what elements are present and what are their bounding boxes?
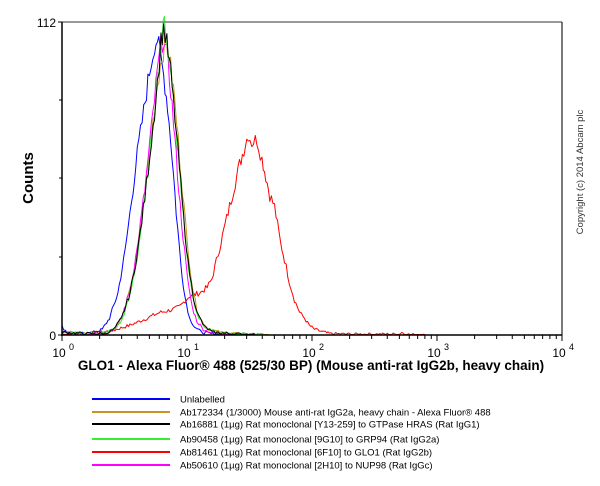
y-tick-label-max: 112 <box>37 16 56 30</box>
y-axis-ticks: 112 0 <box>37 16 62 343</box>
legend-item: Unlabelled <box>92 395 225 406</box>
copyright-notice: Copyright (c) 2014 Abcam plc <box>575 109 586 234</box>
legend-item: Ab172334 (1/3000) Mouse anti-rat IgG2a, … <box>92 408 491 419</box>
legend-item: Ab16881 (1µg) Rat monoclonal [Y13-259] t… <box>92 420 480 431</box>
legend-label: Ab16881 (1µg) Rat monoclonal [Y13-259] t… <box>180 420 480 431</box>
svg-text:10: 10 <box>52 346 66 360</box>
legend-item: Ab81461 (1µg) Rat monoclonal [6F10] to G… <box>92 448 432 459</box>
x-tick-label: 10 0 <box>52 342 74 360</box>
legend: Unlabelled Ab172334 (1/3000) Mouse anti-r… <box>92 395 491 472</box>
svg-text:10: 10 <box>427 346 441 360</box>
legend-label: Ab90458 (1µg) Rat monoclonal [9G10] to G… <box>180 435 439 446</box>
svg-text:10: 10 <box>177 346 191 360</box>
legend-item: Ab50610 (1µg) Rat monoclonal [2H10] to N… <box>92 461 433 472</box>
legend-item: Ab90458 (1µg) Rat monoclonal [9G10] to G… <box>92 435 439 446</box>
x-tick-label: 10 4 <box>552 342 574 360</box>
histogram-series <box>61 23 256 335</box>
x-tick-label: 10 1 <box>177 342 199 360</box>
svg-text:1: 1 <box>194 342 199 352</box>
x-tick-label: 10 2 <box>302 342 324 360</box>
x-axis-title: GLO1 - Alexa Fluor® 488 (525/30 BP) (Mou… <box>78 358 544 373</box>
svg-text:4: 4 <box>569 342 574 352</box>
y-axis-title: Counts <box>20 152 37 204</box>
x-axis-tick-labels: 10 0 10 1 10 2 10 3 10 4 <box>52 342 574 360</box>
legend-label: Ab81461 (1µg) Rat monoclonal [6F10] to G… <box>180 448 432 459</box>
legend-label: Unlabelled <box>180 395 225 406</box>
svg-text:0: 0 <box>69 342 74 352</box>
y-tick-label-min: 0 <box>49 329 56 343</box>
x-tick-label: 10 3 <box>427 342 449 360</box>
svg-text:2: 2 <box>319 342 324 352</box>
legend-label: Ab50610 (1µg) Rat monoclonal [2H10] to N… <box>180 461 433 472</box>
svg-text:3: 3 <box>444 342 449 352</box>
legend-label: Ab172334 (1/3000) Mouse anti-rat IgG2a, … <box>180 408 491 419</box>
plot-area <box>61 15 563 336</box>
plot-background <box>62 22 562 335</box>
svg-text:10: 10 <box>302 346 316 360</box>
x-axis-ticks <box>61 335 563 341</box>
svg-text:10: 10 <box>552 346 566 360</box>
